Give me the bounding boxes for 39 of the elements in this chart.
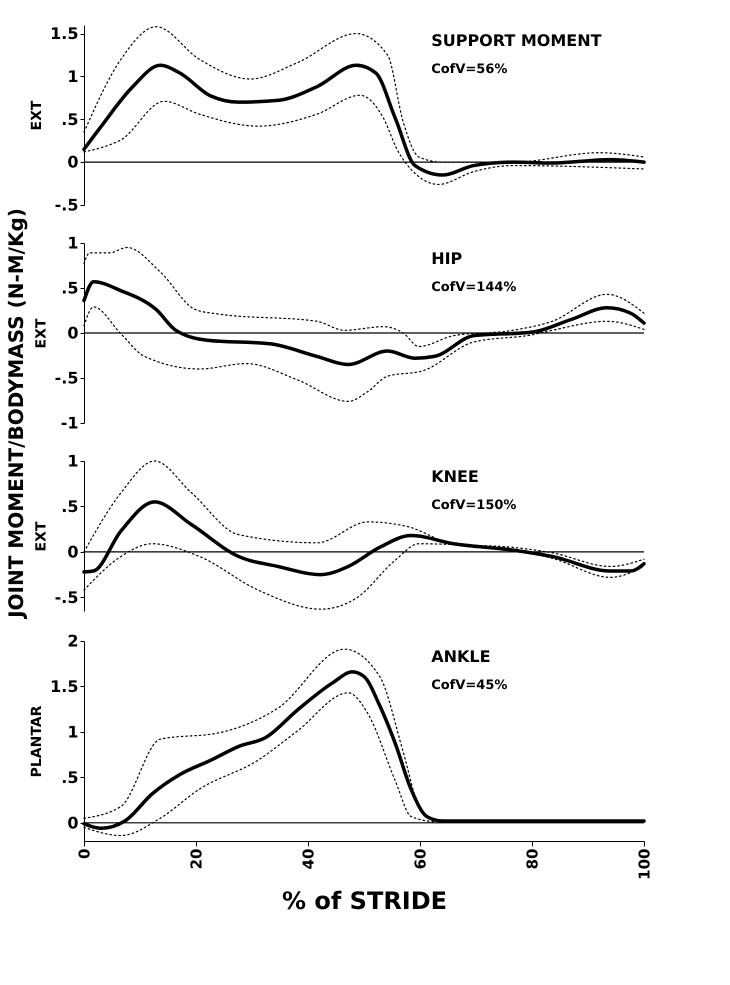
y-tick-label: 1 [67,452,78,470]
y-tick-label: .5 [61,496,78,516]
y-axis-title: EXT [34,318,50,348]
y-axis-title: EXT [29,100,46,130]
x-tick-label: 20 [188,848,206,870]
y-tick-label: 0 [67,813,78,832]
annotation: CofV=56% [431,62,508,77]
y-tick-label: 1 [67,722,78,742]
y-tick-label: -.5 [54,196,78,214]
x-tick-label: 0 [76,848,94,859]
x-tick-label: 60 [412,848,430,870]
y-axis-title: PLANTAR [29,705,46,778]
y-tick-label: 2 [67,632,78,650]
x-tick-label: 40 [300,848,318,870]
y-tick-label: .5 [61,278,78,298]
y-tick-label: -1 [60,414,78,432]
y-tick-label: -.5 [54,588,78,607]
y-tick-label: 1.5 [50,676,78,696]
annotation: ANKLE [431,647,490,666]
text: JOINT MOMENT/BODYMASS (N-M/Kg) [4,208,28,620]
y-tick-label: 1 [67,234,78,252]
annotation: CofV=144% [431,280,516,295]
y-tick-label: 1.5 [50,24,78,44]
annotation: CofV=150% [431,498,516,513]
y-tick-label: 0 [67,152,78,172]
annotation: KNEE [431,467,479,486]
x-tick-label: 80 [524,848,542,870]
annotation: CofV=45% [431,678,508,693]
annotation: HIP [431,249,463,268]
y-tick-label: .5 [61,110,78,129]
y-tick-label: -.5 [54,368,78,388]
x-tick-label: 100 [636,848,654,880]
y-tick-label: .5 [61,768,78,787]
y-tick-label: 1 [67,66,78,86]
y-tick-label: 0 [67,542,78,562]
y-tick-label: 0 [67,324,78,342]
annotation: SUPPORT MOMENT [431,31,602,50]
x-axis-title: % of STRIDE [282,886,448,915]
y-axis-title: EXT [34,521,50,552]
